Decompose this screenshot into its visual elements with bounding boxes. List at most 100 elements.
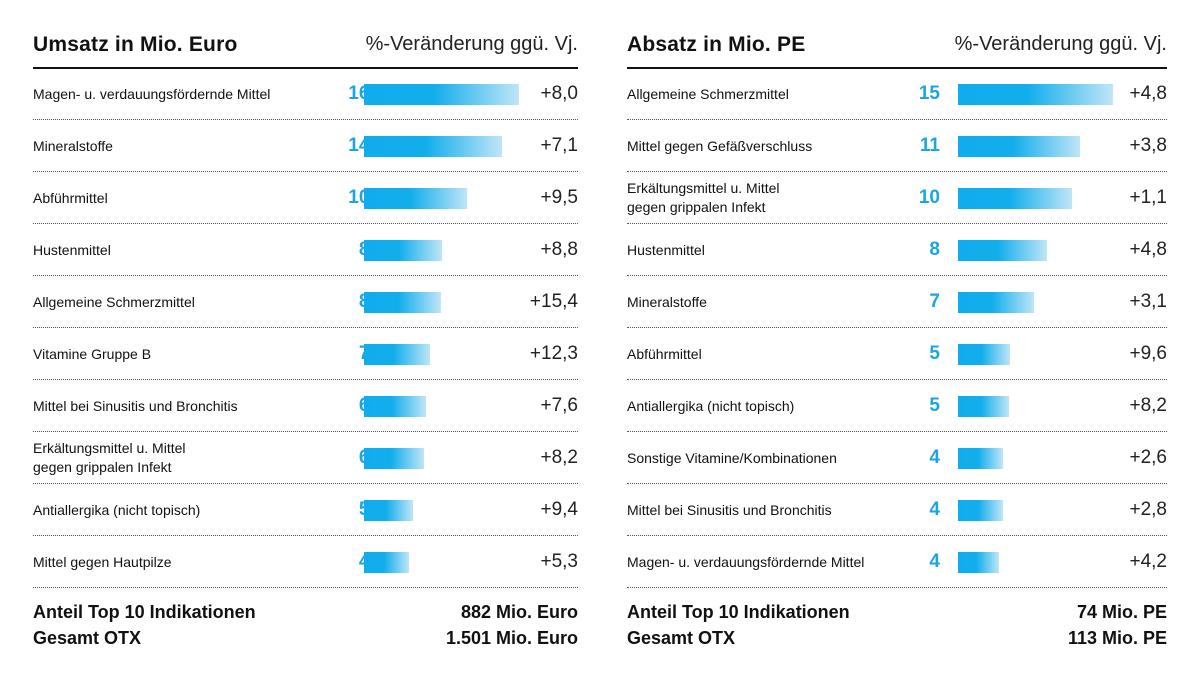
chart-subtitle: %-Veränderung ggü. Vj. xyxy=(365,33,578,55)
bar xyxy=(958,240,1047,261)
footer-row-share: Anteil Top 10 Indikationen 882 Mio. Euro xyxy=(33,602,578,628)
value-label: 4 xyxy=(929,499,940,520)
change-label: +3,1 xyxy=(1129,291,1167,312)
bar xyxy=(958,396,1009,417)
row-divider xyxy=(627,275,1167,276)
category-label: Mineralstoffe xyxy=(33,120,303,172)
bar xyxy=(364,396,426,417)
category-label: Mineralstoffe xyxy=(627,276,897,328)
category-label: Magen- u. verdauungsfördernde Mittel xyxy=(627,536,897,588)
bar-row: Allgemeine Schmerzmittel81+15,4 xyxy=(33,276,578,328)
category-label-text: Mittel bei Sinusitis und Bronchitis xyxy=(33,397,238,414)
bar-row: Mittel gegen Gefäßverschluss 11 +3,8 xyxy=(627,120,1167,172)
category-label-text: Allgemeine Schmerzmittel xyxy=(627,85,789,102)
category-label-text: Antiallergika (nicht topisch) xyxy=(33,501,201,518)
change-label: +8,2 xyxy=(540,447,578,468)
chart-subtitle: %-Veränderung ggü. Vj. xyxy=(954,33,1167,55)
footer-label: Gesamt OTX xyxy=(627,628,736,648)
row-divider xyxy=(627,171,1167,172)
row-divider xyxy=(627,431,1167,432)
change-label: +7,1 xyxy=(540,135,578,156)
bar xyxy=(958,344,1010,365)
bar xyxy=(364,240,442,261)
change-label: +8,8 xyxy=(540,239,578,260)
category-label-text: Abführmittel xyxy=(33,189,108,206)
chart-title: Umsatz in Mio. Euro xyxy=(33,33,238,56)
footer-label: Anteil Top 10 Indikationen xyxy=(627,602,850,622)
chart-umsatz: Umsatz in Mio. Euro %-Veränderung ggü. V… xyxy=(33,0,578,680)
value-label: 7 xyxy=(929,291,940,312)
bar xyxy=(364,344,430,365)
change-label: +7,6 xyxy=(540,395,578,416)
row-divider xyxy=(33,275,578,276)
bar-row: Antiallergika (nicht topisch) 5 +8,2 xyxy=(627,380,1167,432)
bar-row: Mineralstoffe146+7,1 xyxy=(33,120,578,172)
category-label: Mittel bei Sinusitis und Bronchitis xyxy=(33,380,303,432)
header-divider xyxy=(33,67,578,69)
change-label: +4,8 xyxy=(1129,83,1167,104)
footer-value: 1.501 Mio. Euro xyxy=(445,628,578,648)
bar-row: Antiallergika (nicht topisch)52+9,4 xyxy=(33,484,578,536)
bar-row: Mittel bei Sinusitis und Bronchitis 4 +2,8 xyxy=(627,484,1167,536)
change-label: +9,6 xyxy=(1129,343,1167,364)
value-label: 11 xyxy=(919,135,940,156)
row-divider xyxy=(33,379,578,380)
category-label-text: Mittel bei Sinusitis und Bronchitis xyxy=(627,501,832,518)
category-label-text: Magen- u. verdauungsfördernde Mittel xyxy=(627,553,865,570)
bar-row: Erkältungsmittel u. Mittel gegen grippal… xyxy=(33,432,578,484)
bar xyxy=(958,292,1034,313)
category-label: Mittel bei Sinusitis und Bronchitis xyxy=(627,484,897,536)
footer-label: Anteil Top 10 Indikationen xyxy=(33,602,256,622)
footer-row-total: Gesamt OTX 113 Mio. PE xyxy=(627,628,1167,654)
bar xyxy=(958,188,1072,209)
row-divider xyxy=(627,587,1167,588)
change-label: +4,8 xyxy=(1129,239,1167,260)
category-label: Mittel gegen Hautpilze xyxy=(33,536,303,588)
category-label: Magen- u. verdauungsfördernde Mittel xyxy=(33,68,303,120)
chart-title: Absatz in Mio. PE xyxy=(627,33,806,56)
value-label: 4 xyxy=(929,551,940,572)
bar xyxy=(958,448,1003,469)
row-divider xyxy=(627,327,1167,328)
bar xyxy=(364,552,409,573)
bar xyxy=(364,136,502,157)
value-label: 10 xyxy=(918,187,940,208)
bar-row: Vitamine Gruppe B70+12,3 xyxy=(33,328,578,380)
row-divider xyxy=(33,587,578,588)
category-label: Antiallergika (nicht topisch) xyxy=(627,380,897,432)
footer-row-share: Anteil Top 10 Indikationen 74 Mio. PE xyxy=(627,602,1167,628)
category-label-text: Sonstige Vitamine/Kombinationen xyxy=(627,449,837,466)
change-label: +9,4 xyxy=(540,499,578,520)
value-label: 8 xyxy=(929,239,940,260)
change-label: +9,5 xyxy=(540,187,578,208)
category-label: Allgemeine Schmerzmittel xyxy=(33,276,303,328)
bar-row: Hustenmittel 8 +4,8 xyxy=(627,224,1167,276)
bar-row: Allgemeine Schmerzmittel 15 +4,8 xyxy=(627,68,1167,120)
change-label: +15,4 xyxy=(529,291,578,312)
row-divider xyxy=(33,119,578,120)
change-label: +1,1 xyxy=(1129,187,1167,208)
category-label: Hustenmittel xyxy=(33,224,303,276)
change-label: +4,2 xyxy=(1129,551,1167,572)
change-label: +8,2 xyxy=(1129,395,1167,416)
bar-row: Mittel bei Sinusitis und Bronchitis66+7,… xyxy=(33,380,578,432)
row-divider xyxy=(627,119,1167,120)
bar xyxy=(958,136,1080,157)
row-divider xyxy=(627,483,1167,484)
category-label: Abführmittel xyxy=(627,328,897,380)
value-label: 15 xyxy=(918,83,940,104)
category-label: Abführmittel xyxy=(33,172,303,224)
change-label: +2,6 xyxy=(1129,447,1167,468)
category-label: Allgemeine Schmerzmittel xyxy=(627,68,897,120)
change-label: +12,3 xyxy=(529,343,578,364)
category-label-text: Hustenmittel xyxy=(627,241,705,258)
row-divider xyxy=(33,171,578,172)
bar xyxy=(958,500,1003,521)
change-label: +5,3 xyxy=(540,551,578,572)
chart-absatz: Absatz in Mio. PE %-Veränderung ggü. Vj.… xyxy=(627,0,1167,680)
bar xyxy=(364,500,413,521)
footer-label: Gesamt OTX xyxy=(33,628,142,648)
category-label: Erkältungsmittel u. Mittel gegen grippal… xyxy=(33,432,303,484)
bar xyxy=(364,188,467,209)
category-label-text: Vitamine Gruppe B xyxy=(33,345,152,362)
